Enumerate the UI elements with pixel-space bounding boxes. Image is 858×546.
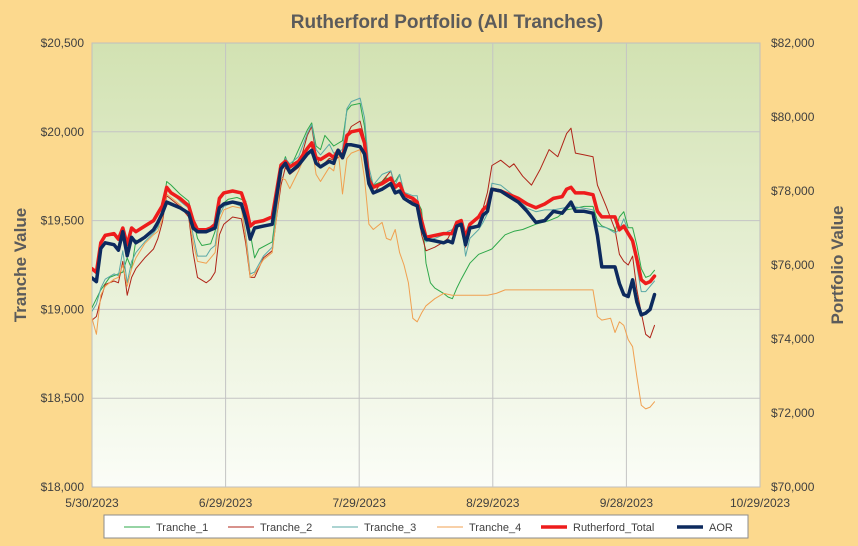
chart-title: Rutherford Portfolio (All Tranches) xyxy=(291,12,603,33)
right-tick-label: $82,000 xyxy=(771,36,815,50)
x-tick-label: 9/28/2023 xyxy=(600,496,654,510)
series-line-aor xyxy=(92,143,657,317)
right-tick-label: $72,000 xyxy=(771,406,815,420)
x-tick-label: 6/29/2023 xyxy=(199,496,253,510)
legend-label-aor: AOR xyxy=(709,522,733,534)
x-tick-label: 8/29/2023 xyxy=(466,496,520,510)
legend-label-tranche-3: Tranche_3 xyxy=(364,522,416,534)
left-tick-label: $18,500 xyxy=(41,391,85,405)
right-y-axis: $70,000 $72,000 $74,000 $76,000 $78,000 $80,0… xyxy=(771,36,815,494)
left-axis-title: Tranche Value xyxy=(11,208,30,322)
left-tick-label: $20,000 xyxy=(41,125,85,139)
legend-label-rutherford-total: Rutherford_Total xyxy=(573,522,654,534)
series-lines xyxy=(92,97,657,410)
legend-box xyxy=(103,514,749,539)
x-tick-label: 10/29/2023 xyxy=(730,496,790,510)
legend-label-tranche-1: Tranche_1 xyxy=(156,522,208,534)
legend-label-tranche-2: Tranche_2 xyxy=(260,522,312,534)
left-tick-label: $20,500 xyxy=(41,36,85,50)
x-tick-label: 7/29/2023 xyxy=(333,496,387,510)
series-line-tranche-4 xyxy=(92,143,655,410)
left-tick-label: $18,000 xyxy=(41,480,85,494)
right-tick-label: $80,000 xyxy=(771,110,815,124)
right-tick-label: $70,000 xyxy=(771,480,815,494)
right-axis-title: Portfolio Value xyxy=(828,205,847,324)
series-line-rutherford-total xyxy=(92,128,657,286)
right-tick-label: $74,000 xyxy=(771,332,815,346)
legend: Tranche_1 Tranche_2 Tranche_3 Tranche_4 Ruth… xyxy=(103,514,749,539)
right-tick-label: $78,000 xyxy=(771,184,815,198)
right-tick-label: $76,000 xyxy=(771,258,815,272)
legend-label-tranche-4: Tranche_4 xyxy=(469,522,521,534)
left-y-axis: $18,000 $18,500 $19,000 $19,500 $20,000 $20,5… xyxy=(41,36,85,494)
x-axis: 5/30/2023 6/29/2023 7/29/2023 8/29/2023 9/28… xyxy=(65,496,790,510)
x-tick-label: 5/30/2023 xyxy=(65,496,119,510)
gridlines xyxy=(92,43,760,487)
left-tick-label: $19,000 xyxy=(41,302,85,316)
left-tick-label: $19,500 xyxy=(41,214,85,228)
